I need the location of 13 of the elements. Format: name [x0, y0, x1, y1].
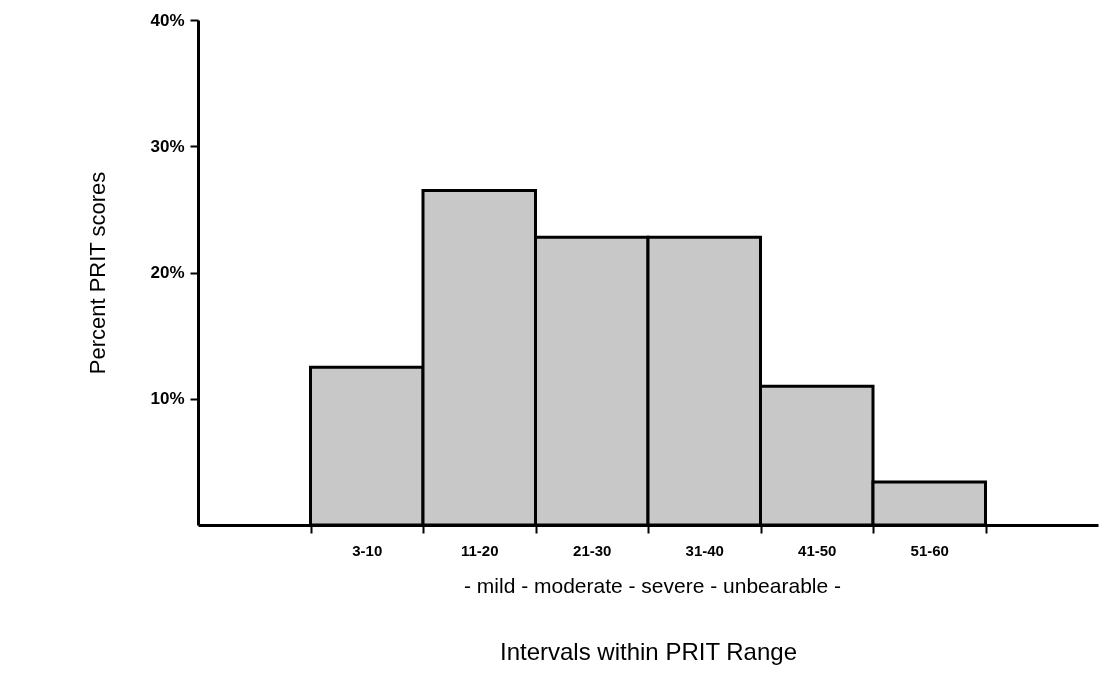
x-tick-label: 11-20: [460, 541, 499, 559]
y-tick-label: 40%: [150, 10, 185, 30]
x-tick-label: 3-10: [352, 541, 383, 559]
y-tick-label: 30%: [150, 136, 185, 156]
x-tick-label: 21-30: [573, 541, 612, 559]
y-tick-label: 20%: [150, 263, 185, 282]
text: - mild - moderate - severe - unbearable -: [464, 574, 841, 597]
x-tick-label: 51-60: [910, 541, 949, 559]
x-tick-label: 41-50: [798, 541, 837, 559]
x-tick-label: 31-40: [685, 541, 724, 559]
y-tick-label: 10%: [150, 389, 185, 409]
y-axis-title: Percent PRIT scores: [85, 171, 111, 375]
x-axis-title: Intervals within PRIT Range: [499, 637, 798, 665]
